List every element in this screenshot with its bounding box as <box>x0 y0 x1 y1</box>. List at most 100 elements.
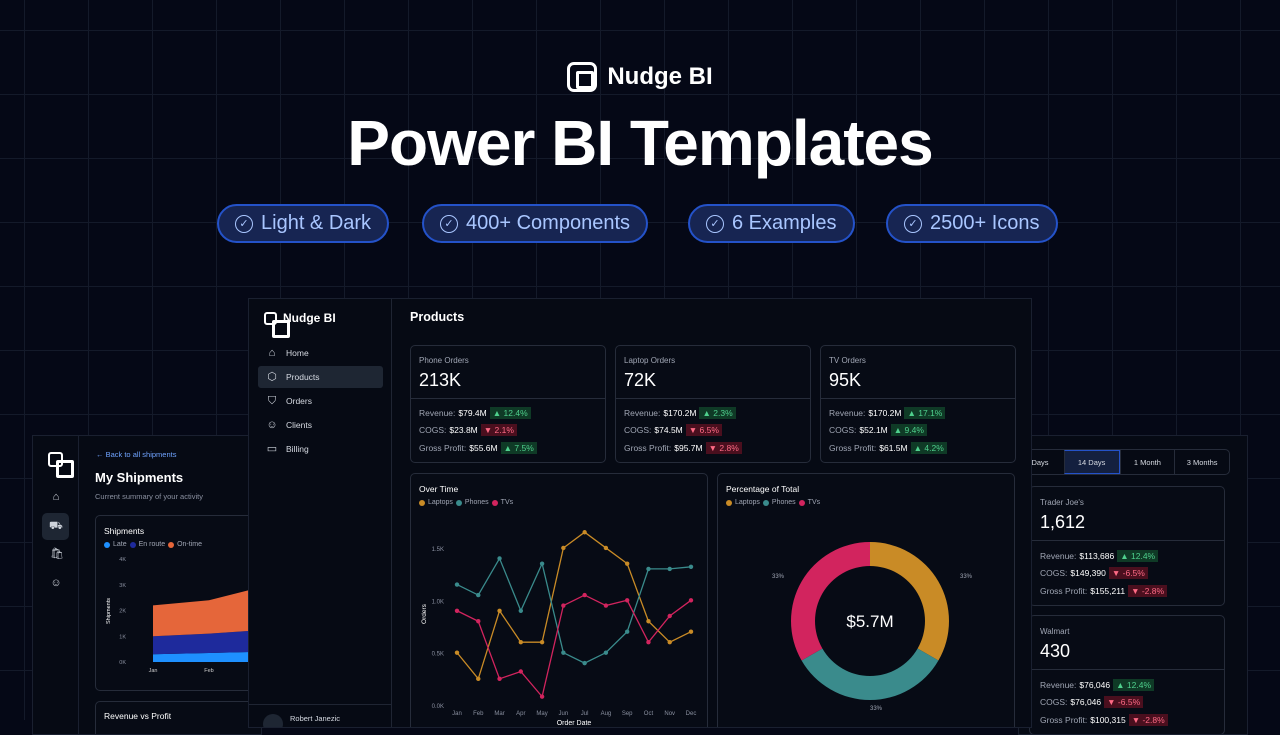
data-point[interactable] <box>646 566 651 572</box>
stat-value: $55.6M <box>469 442 498 453</box>
page-subtitle: Current summary of your activity <box>95 492 203 501</box>
sidebar-item-clients[interactable]: ☺ Clients <box>258 414 383 436</box>
data-point[interactable] <box>667 639 672 645</box>
data-point[interactable] <box>518 639 524 645</box>
check-circle-icon: ✓ <box>706 214 724 233</box>
delta-badge: ▼ 2.1% <box>480 424 517 437</box>
stat-row: Gross Profit: $55.6M ▲ 7.5% <box>419 439 597 457</box>
client-name: Trader Joe's <box>1040 498 1084 507</box>
user-profile[interactable]: Robert Janezic <box>249 704 392 727</box>
bag-icon[interactable]: 🛍︎ <box>50 548 64 560</box>
data-point[interactable] <box>539 561 545 566</box>
data-point[interactable] <box>454 650 460 655</box>
data-point[interactable] <box>624 598 630 603</box>
data-point[interactable] <box>582 660 587 666</box>
sidebar-item-label: Clients <box>286 420 312 430</box>
nudge-logo-icon <box>567 62 598 92</box>
check-circle-icon: ✓ <box>440 214 458 233</box>
data-point[interactable] <box>624 629 630 634</box>
donut-slice-phones[interactable] <box>801 648 939 701</box>
data-point[interactable] <box>476 592 481 598</box>
data-point[interactable] <box>518 669 524 674</box>
stat-label: COGS: <box>419 425 447 436</box>
kpi-stats: Revenue: $170.2M ▲ 17.1% COGS: $52.1M ▲ 9.4% G… <box>821 398 1015 462</box>
kpi-stats: Revenue: $79.4M ▲ 12.4% COGS: $23.8M ▼ 2.1% Gr… <box>411 398 605 462</box>
stat-value: $74.5M <box>654 425 683 436</box>
data-point[interactable] <box>624 561 630 566</box>
kpi-label: TV Orders <box>829 356 866 365</box>
data-point[interactable] <box>539 694 545 699</box>
data-point[interactable] <box>561 650 566 655</box>
feature-pill: ✓ 6 Examples <box>688 204 855 243</box>
data-point[interactable] <box>454 582 460 587</box>
stat-label: Revenue: <box>1040 550 1077 561</box>
data-point[interactable] <box>476 676 481 682</box>
range-option[interactable]: 14 Days <box>1063 450 1120 474</box>
hero-title: Power BI Templates <box>347 107 933 179</box>
users-icon[interactable]: ☺ <box>50 577 62 589</box>
range-option[interactable]: 1 Month <box>1119 450 1175 474</box>
home-icon[interactable]: ⌂ <box>52 491 60 503</box>
delta-value: 9.4% <box>904 425 924 436</box>
slice-label: 33% <box>870 706 883 712</box>
stat-label: Gross Profit: <box>624 442 672 453</box>
x-tick-label: Nov <box>664 711 675 717</box>
data-point[interactable] <box>561 545 566 551</box>
sidebar-item-label: Home <box>286 348 309 358</box>
donut-slice-tvs[interactable] <box>791 542 870 661</box>
nudge-logo-icon <box>264 311 290 338</box>
delta-badge: ▲ 2.3% <box>699 406 736 419</box>
data-point[interactable] <box>603 545 609 551</box>
data-point[interactable] <box>603 650 609 655</box>
sidebar-item-billing[interactable]: ▭ Billing <box>258 438 383 460</box>
user-name: Robert Janezic <box>290 714 341 723</box>
feature-label: 400+ Components <box>466 212 631 234</box>
delta-badge: ▼ -6.5% <box>1104 696 1144 709</box>
shipments-nav-active[interactable]: ⛟ <box>42 513 69 540</box>
legend-label: Laptops <box>428 499 453 506</box>
data-point[interactable] <box>497 556 502 561</box>
stat-row: COGS: $76,046 ▼ -6.5% <box>1040 694 1214 712</box>
data-point[interactable] <box>582 530 587 535</box>
data-point[interactable] <box>454 608 460 613</box>
x-tick-label: Jul <box>581 711 589 717</box>
delta-badge: ▲ 7.5% <box>500 441 537 454</box>
stat-label: Gross Profit: <box>829 442 877 453</box>
data-point[interactable] <box>667 613 672 619</box>
delta-badge: ▼ 6.5% <box>685 424 722 437</box>
donut-slice-laptops[interactable] <box>870 542 949 661</box>
stat-row: Gross Profit: $61.5M ▲ 4.2% <box>829 439 1007 457</box>
range-option[interactable]: 7 Days <box>1019 450 1064 474</box>
range-option[interactable]: 3 Months <box>1174 450 1229 474</box>
data-point[interactable] <box>561 603 566 608</box>
sidebar-brand-name: Nudge BI <box>283 311 336 325</box>
page-title: My Shipments <box>95 470 184 485</box>
data-point[interactable] <box>539 639 545 645</box>
stat-value: $170.2M <box>868 407 902 418</box>
sidebar: Nudge BI ⌂ Home ⬡ Products ⛉ Orders ☺ Clients ▭ B… <box>249 299 392 727</box>
sidebar-item-products[interactable]: ⬡ Products <box>258 366 383 388</box>
data-point[interactable] <box>688 629 694 634</box>
data-point[interactable] <box>582 592 587 598</box>
sidebar-item-orders[interactable]: ⛉ Orders <box>258 390 383 412</box>
data-point[interactable] <box>497 608 502 613</box>
data-point[interactable] <box>476 619 481 624</box>
data-point[interactable] <box>518 608 524 613</box>
x-tick-label: Oct <box>644 711 654 717</box>
kpi-value: 95K <box>829 370 862 390</box>
stat-label: COGS: <box>829 425 857 436</box>
delta-value: 12.4% <box>503 407 528 418</box>
data-point[interactable] <box>646 639 651 645</box>
feature-pill: ✓ 2500+ Icons <box>886 204 1058 243</box>
avatar <box>263 714 283 727</box>
data-point[interactable] <box>688 598 694 603</box>
data-point[interactable] <box>603 603 609 608</box>
back-link[interactable]: ← Back to all shipments <box>96 450 177 459</box>
sidebar-item-home[interactable]: ⌂ Home <box>258 342 383 364</box>
delta-badge: ▲ 12.4% <box>1117 549 1159 562</box>
data-point[interactable] <box>667 566 672 572</box>
data-point[interactable] <box>688 564 694 569</box>
data-point[interactable] <box>646 619 651 624</box>
data-point[interactable] <box>497 676 502 682</box>
stat-row: COGS: $52.1M ▲ 9.4% <box>829 422 1007 440</box>
